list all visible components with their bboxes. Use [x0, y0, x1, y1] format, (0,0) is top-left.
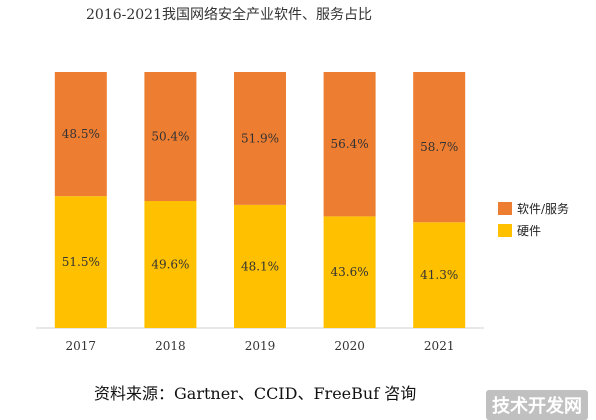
legend-item-hardware: 硬件 [498, 222, 541, 239]
bar-software-services-2017 [54, 72, 107, 197]
bar-hardware-2019 [234, 204, 286, 328]
data-label-software-services-2017: 48.5% [62, 127, 100, 141]
x-tick-label-2017: 2017 [66, 339, 97, 353]
source-note: 资料来源：Gartner、CCID、FreeBuf 咨询 [94, 384, 417, 403]
data-label-software-services-2020: 56.4% [331, 137, 369, 151]
data-label-software-services-2021: 58.7% [420, 140, 458, 154]
bar-software-services-2019 [234, 72, 286, 205]
legend-item-software-services: 软件/服务 [498, 200, 569, 217]
bar-hardware-2020 [323, 216, 376, 328]
data-label-hardware-2017: 51.5% [62, 255, 100, 269]
data-label-hardware-2020: 43.6% [331, 265, 369, 279]
x-tick-label-2020: 2020 [334, 339, 365, 353]
data-label-hardware-2019: 48.1% [241, 259, 279, 273]
data-label-hardware-2018: 49.6% [151, 258, 189, 272]
data-label-software-services-2019: 51.9% [241, 131, 279, 145]
chart-title: 2016-2021我国网络安全产业软件、服务占比 [86, 7, 372, 23]
legend-label-software-services: 软件/服务 [517, 202, 570, 216]
bar-hardware-2018 [144, 201, 197, 328]
data-label-software-services-2018: 50.4% [151, 130, 189, 144]
legend-swatch-hardware [498, 224, 512, 237]
legend-swatch-software-services [498, 202, 512, 215]
watermark-logo: 技术开发网 [486, 390, 588, 420]
x-tick-label-2019: 2019 [245, 339, 276, 353]
data-label-hardware-2021: 41.3% [420, 268, 458, 282]
x-tick-label-2018: 2018 [155, 339, 186, 353]
bar-software-services-2021 [413, 72, 466, 223]
bar-hardware-2017 [54, 196, 107, 328]
bar-hardware-2021 [413, 222, 466, 328]
bar-software-services-2020 [323, 72, 376, 217]
legend-label-hardware: 硬件 [517, 224, 542, 238]
bar-software-services-2018 [144, 72, 197, 202]
x-tick-label-2021: 2021 [424, 339, 455, 353]
